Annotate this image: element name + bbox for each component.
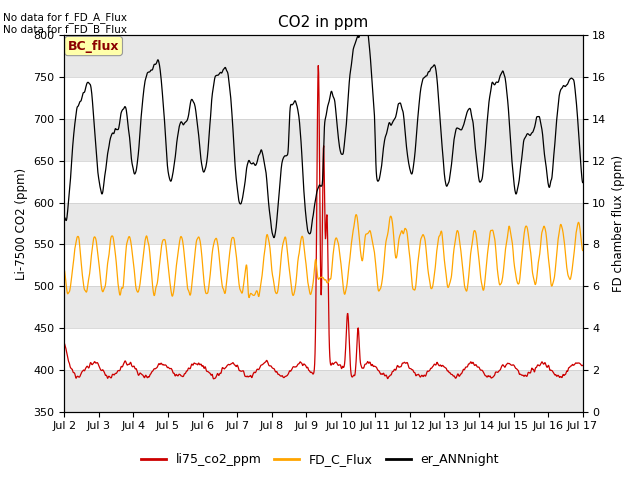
Bar [65,203,582,244]
Bar [65,36,582,77]
Legend: li75_co2_ppm, FD_C_Flux, er_ANNnight: li75_co2_ppm, FD_C_Flux, er_ANNnight [136,448,504,471]
Bar [65,286,582,328]
Y-axis label: FD chamber flux (ppm): FD chamber flux (ppm) [612,155,625,292]
Text: No data for f_FD_B_Flux: No data for f_FD_B_Flux [3,24,127,35]
Title: CO2 in ppm: CO2 in ppm [278,15,369,30]
Text: No data for f_FD_A_Flux: No data for f_FD_A_Flux [3,12,127,23]
Text: BC_flux: BC_flux [68,39,119,52]
Y-axis label: Li-7500 CO2 (ppm): Li-7500 CO2 (ppm) [15,168,28,279]
Bar [65,119,582,161]
Bar [65,370,582,412]
